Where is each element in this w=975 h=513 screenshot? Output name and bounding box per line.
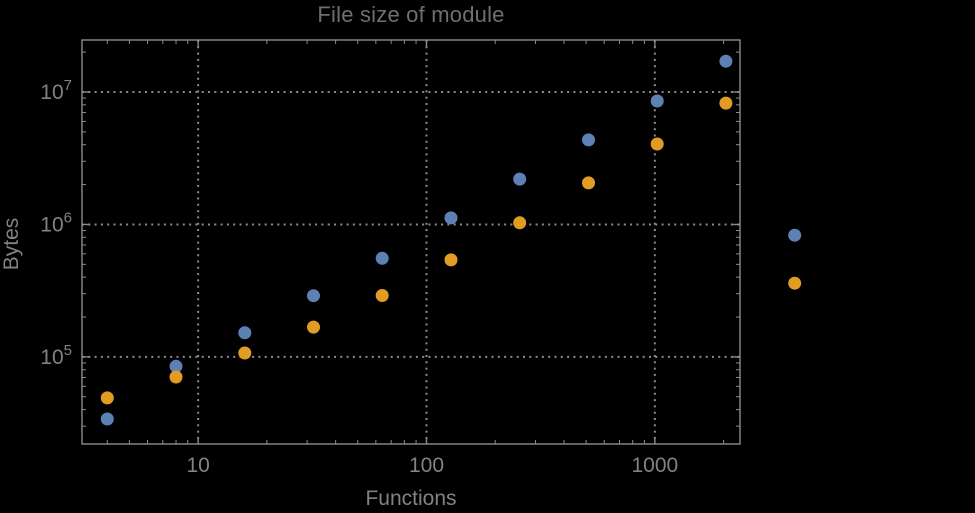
x-tick-label: 10 [186,454,209,477]
data-point-orange [375,289,389,302]
data-point-orange [650,137,664,151]
y-tick-label: 105 [40,342,72,369]
x-tick-label: 1000 [631,454,678,477]
data-point-blue [375,251,389,265]
plot-title: File size of module [317,2,505,27]
data-point-orange [719,96,733,110]
y-tick-label: 106 [40,209,72,236]
plot-frame [81,39,741,445]
data-point-orange [307,320,320,334]
data-point-blue [788,228,802,242]
data-point-orange [513,216,527,230]
data-point-orange [444,253,458,267]
data-point-orange [169,370,183,384]
data-point-blue [169,359,183,373]
x-axis-label: Functions [365,487,457,510]
data-point-blue [307,289,320,303]
data-point-blue [100,412,114,426]
data-point-blue [238,326,252,340]
x-tick-label: 100 [409,454,444,477]
data-point-blue [582,133,595,147]
y-tick-label: 107 [40,77,72,104]
data-point-orange [582,176,595,190]
data-point-blue [444,211,458,225]
data-point-orange [788,276,802,290]
data-point-blue [513,172,527,186]
data-point-blue [650,94,664,108]
data-point-orange [238,346,252,360]
data-point-blue [719,54,733,68]
data-point-orange [100,391,114,405]
